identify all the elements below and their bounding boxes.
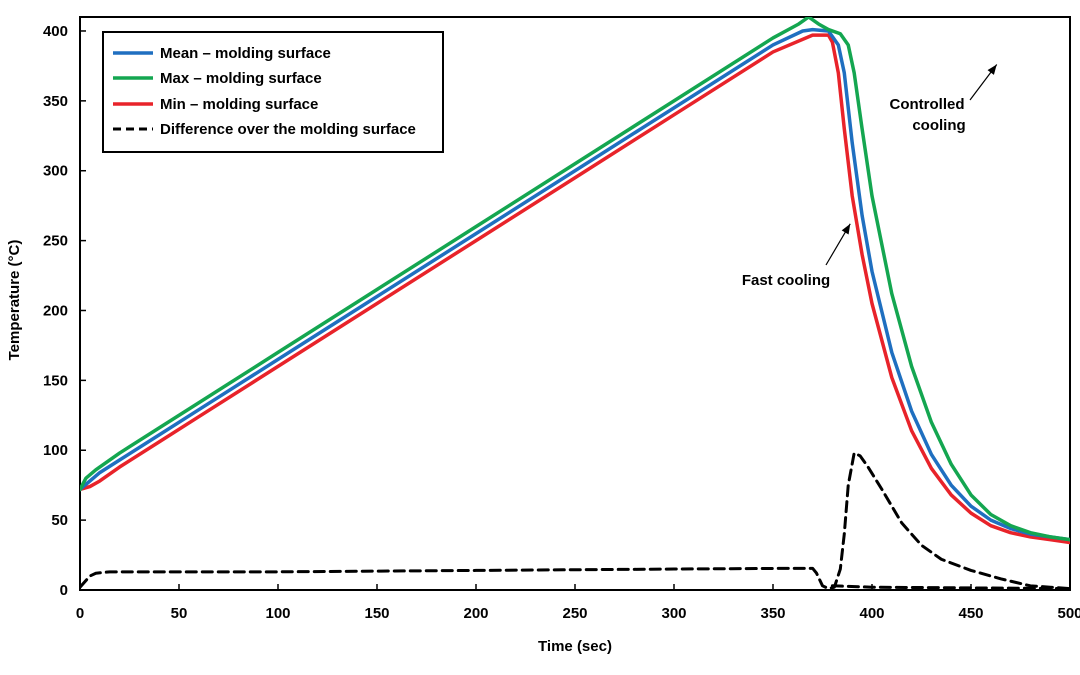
x-tick-label: 350 <box>760 605 785 622</box>
axis-ticks: 0 50 100 150 200 250 300 350 400 450 500 0 50 100 150 2… <box>43 23 1080 622</box>
y-tick-label: 200 <box>43 302 68 319</box>
annotation-controlled-cooling-line2: cooling <box>912 117 965 134</box>
x-tick-label: 450 <box>958 605 983 622</box>
annotation-fast-cooling-label: Fast cooling <box>742 272 830 289</box>
x-tick-label: 0 <box>76 605 84 622</box>
annotation-fast-cooling: Fast cooling <box>742 223 851 289</box>
legend-box <box>102 31 444 153</box>
series-lines <box>80 17 1070 590</box>
annotation-controlled-cooling-arrowhead <box>987 64 997 75</box>
y-tick-label: 100 <box>43 442 68 459</box>
series-line-difference <box>80 451 1070 590</box>
legend-label-mean: Mean – molding surface <box>160 45 331 62</box>
series-line-difference-tail <box>830 584 1070 590</box>
x-tick-label: 150 <box>364 605 389 622</box>
legend-label-max: Max – molding surface <box>160 70 322 87</box>
x-tick-label: 50 <box>171 605 188 622</box>
x-tick-label: 200 <box>463 605 488 622</box>
legend: Mean – molding surface Max – molding sur… <box>102 31 444 153</box>
y-tick-label: 250 <box>43 233 68 250</box>
x-tick-label: 300 <box>661 605 686 622</box>
x-axis-label: Time (sec) <box>538 638 612 655</box>
series-line-min <box>80 33 1070 545</box>
x-tick-label: 100 <box>265 605 290 622</box>
annotation-controlled-cooling-line1: Controlled <box>890 96 965 113</box>
x-tick-label: 250 <box>562 605 587 622</box>
series-line-mean <box>80 27 1070 542</box>
y-tick-label: 0 <box>60 582 68 599</box>
y-tick-label: 300 <box>43 163 68 180</box>
y-tick-label: 350 <box>43 93 68 110</box>
annotation-fast-cooling-arrowhead <box>841 223 851 235</box>
y-tick-label: 150 <box>43 372 68 389</box>
legend-label-difference: Difference over the molding surface <box>160 121 416 138</box>
x-tick-label: 400 <box>859 605 884 622</box>
x-tick-label: 500 <box>1057 605 1080 622</box>
annotation-controlled-cooling: Controlled cooling <box>890 64 998 134</box>
series-line-max <box>80 17 1070 542</box>
y-tick-label: 50 <box>51 512 68 529</box>
y-axis-label: Temperature (°C) <box>6 240 23 361</box>
legend-label-min: Min – molding surface <box>160 96 318 113</box>
y-tick-label: 400 <box>43 23 68 40</box>
